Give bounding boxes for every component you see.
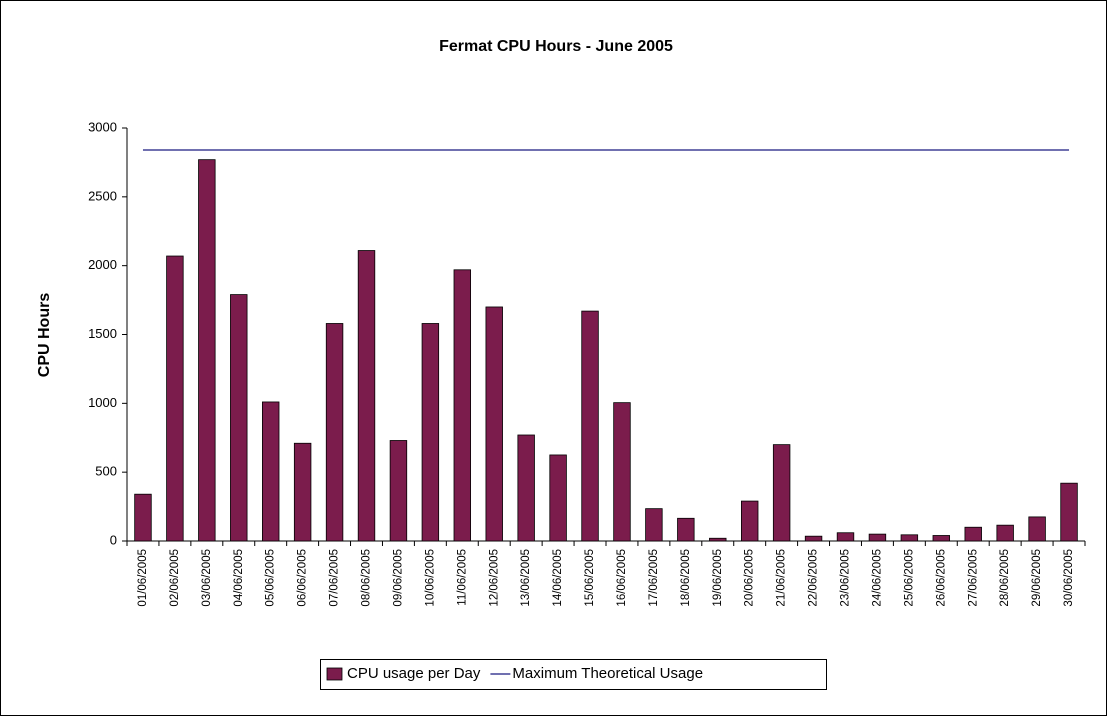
x-tick-label: 26/06/2005 — [935, 549, 947, 607]
bar — [996, 524, 1014, 542]
legend-label: CPU usage per Day — [347, 665, 481, 682]
x-tick-label: 14/06/2005 — [552, 549, 564, 607]
bar — [389, 440, 408, 542]
x-tick-label: 16/06/2005 — [616, 549, 628, 607]
x-tick-label: 10/06/2005 — [424, 549, 436, 607]
x-tick-label: 06/06/2005 — [297, 549, 309, 607]
bar — [709, 537, 727, 542]
bar — [198, 159, 216, 542]
x-tick-label: 13/06/2005 — [520, 549, 532, 607]
x-tick-label: 01/06/2005 — [137, 549, 149, 607]
bar — [900, 534, 919, 542]
x-tick-label: 28/06/2005 — [999, 549, 1011, 607]
x-tick-label: 21/06/2005 — [776, 549, 788, 607]
bar — [134, 493, 152, 542]
bar — [740, 500, 759, 542]
x-tick-label: 04/06/2005 — [233, 549, 245, 607]
bar — [453, 269, 472, 542]
y-tick-label: 500 — [95, 464, 117, 479]
x-tick-label: 29/06/2005 — [1031, 549, 1043, 607]
bar — [772, 444, 791, 542]
bar — [485, 306, 503, 542]
x-tick-label: 24/06/2005 — [871, 549, 883, 607]
chart-title: Fermat CPU Hours - June 2005 — [439, 38, 673, 55]
bar — [549, 454, 567, 542]
bar — [581, 310, 599, 542]
x-tick-label: 30/06/2005 — [1063, 549, 1075, 607]
y-tick-label: 1500 — [88, 326, 117, 341]
x-tick-label: 23/06/2005 — [840, 549, 852, 607]
x-tick-label: 07/06/2005 — [329, 549, 341, 607]
x-tick-label: 03/06/2005 — [201, 549, 213, 607]
bar — [804, 535, 823, 542]
x-tick-label: 18/06/2005 — [680, 549, 692, 607]
bar — [166, 255, 184, 542]
y-tick-label: 2000 — [88, 257, 117, 272]
bar — [964, 526, 982, 542]
y-tick-label: 3000 — [88, 119, 117, 134]
y-axis-label: CPU Hours — [36, 293, 53, 378]
x-tick-label: 12/06/2005 — [488, 549, 500, 607]
legend-label: Maximum Theoretical Usage — [512, 665, 703, 682]
x-tick-label: 27/06/2005 — [967, 549, 979, 607]
bar — [261, 401, 280, 542]
x-tick-label: 09/06/2005 — [392, 549, 404, 607]
y-tick-label: 2500 — [88, 188, 117, 203]
x-tick-label: 20/06/2005 — [744, 549, 756, 607]
legend-box — [320, 659, 827, 690]
x-tick-label: 08/06/2005 — [361, 549, 373, 607]
bar — [325, 323, 344, 542]
x-tick-label: 22/06/2005 — [808, 549, 820, 607]
bar — [517, 434, 535, 542]
bar — [1028, 516, 1046, 542]
x-tick-label: 19/06/2005 — [712, 549, 724, 607]
y-tick-label: 1000 — [88, 395, 117, 410]
x-tick-label: 15/06/2005 — [584, 549, 596, 607]
y-tick-label: 0 — [110, 532, 117, 547]
bar — [293, 442, 312, 542]
bar — [421, 323, 440, 542]
bar — [357, 250, 376, 542]
bar — [677, 517, 695, 542]
bar — [613, 402, 631, 542]
bar — [1060, 482, 1078, 542]
bar — [932, 535, 951, 542]
x-tick-label: 11/06/2005 — [456, 549, 468, 606]
x-tick-label: 05/06/2005 — [265, 549, 277, 607]
bar — [868, 533, 887, 542]
bar — [230, 294, 248, 542]
x-tick-label: 25/06/2005 — [903, 549, 915, 607]
x-tick-label: 17/06/2005 — [648, 549, 660, 607]
bar — [836, 532, 855, 542]
x-tick-label: 02/06/2005 — [169, 549, 181, 607]
bar — [645, 508, 663, 542]
legend-swatch — [326, 667, 343, 681]
